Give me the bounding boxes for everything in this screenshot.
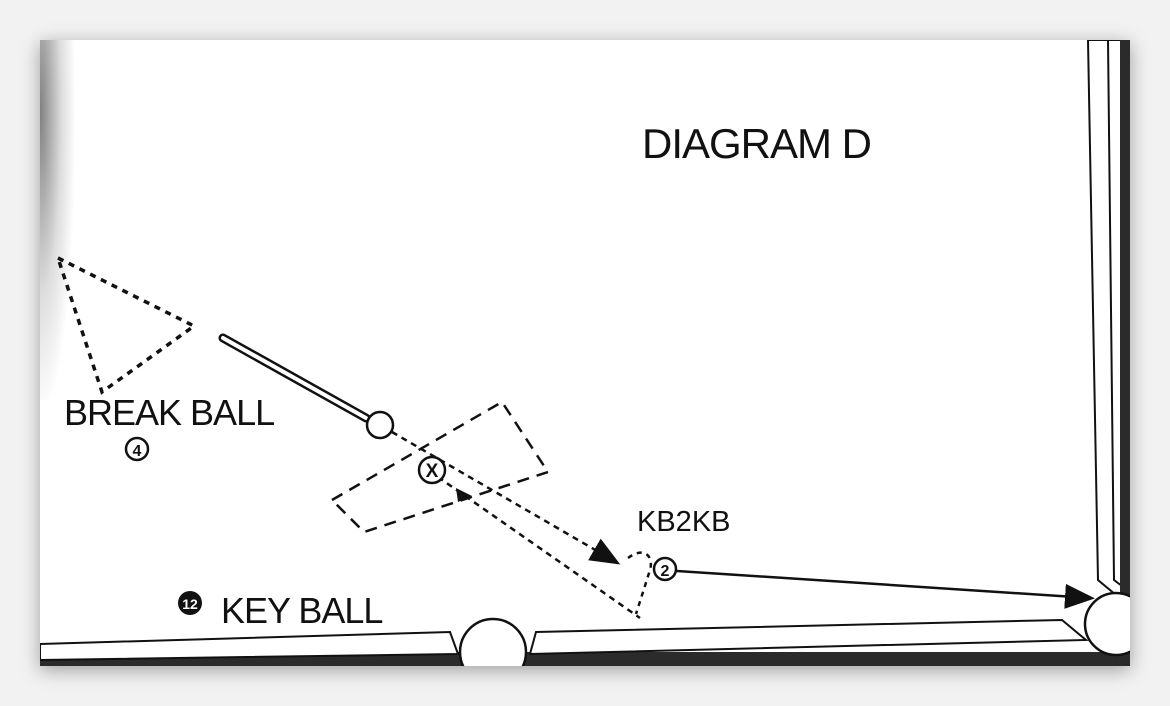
key-ball-label: KEY BALL: [221, 590, 383, 631]
scan-edge-shadow: [40, 40, 74, 400]
break-ball-number: 4: [133, 443, 142, 460]
deflection-arrow: [456, 488, 472, 502]
diagram-title: DIAGRAM D: [642, 120, 872, 167]
cue-ball-path: [391, 430, 621, 565]
contact-zone-outline: [329, 400, 550, 534]
cue-stick: [218, 333, 371, 423]
kb2kb-label: KB2KB: [637, 506, 731, 538]
ghost-ball-mark: X: [426, 461, 439, 482]
key-ball-12: 12: [178, 591, 202, 615]
ghost-ball: X: [417, 455, 447, 485]
break-ball-4: 4: [124, 436, 150, 462]
side-pocket: [458, 617, 528, 666]
key-ball-number: 12: [182, 596, 198, 612]
bottom-rail: [40, 618, 1130, 666]
rack-triangle: [55, 254, 198, 395]
break-ball-label: BREAK BALL: [64, 392, 275, 433]
cue-ball: [365, 410, 395, 440]
object-ball-number: 2: [661, 563, 670, 580]
corner-pocket: [1083, 591, 1130, 657]
object-ball-path: [676, 569, 1095, 609]
diagram-frame: X 2 4 12 DIAGRAM D BREAK BALL KB2KB KEY …: [40, 40, 1130, 666]
right-rail: [1086, 40, 1130, 601]
ghost-ball-outline: [627, 551, 653, 615]
deflection-path: [437, 475, 641, 620]
object-ball-2: 2: [652, 556, 678, 582]
pool-table-diagram: X 2 4 12: [40, 40, 1130, 666]
